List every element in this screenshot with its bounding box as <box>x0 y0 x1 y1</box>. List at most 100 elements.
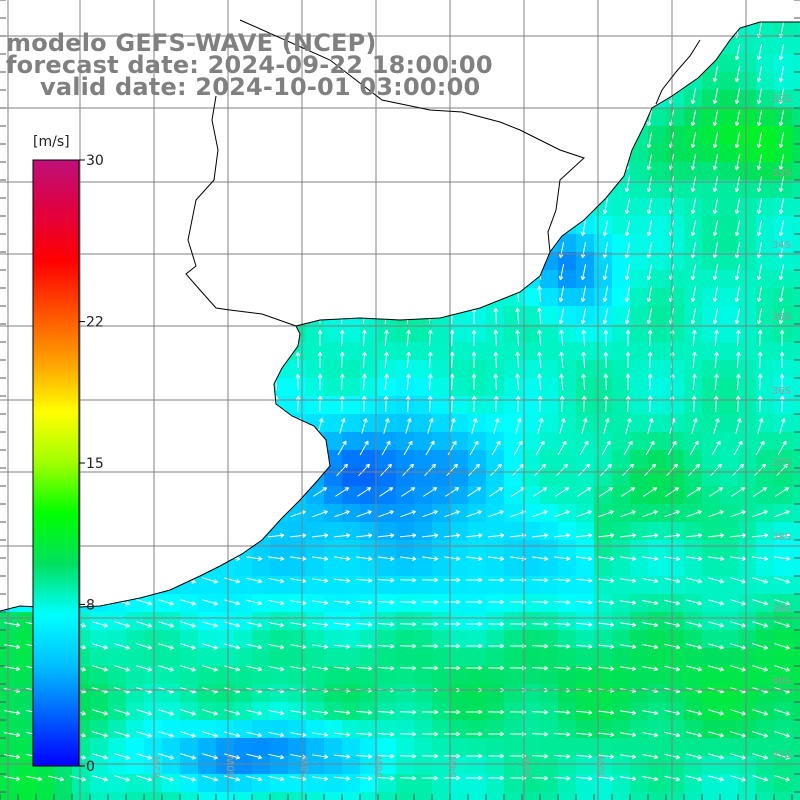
wind-arrow <box>400 556 417 561</box>
wind-arrow <box>691 395 697 413</box>
wind-cell <box>666 648 685 667</box>
wind-arrow <box>180 731 197 738</box>
wind-cell <box>666 378 685 397</box>
wind-arrow <box>641 533 659 538</box>
wind-arrow <box>114 709 131 716</box>
wind-arrow <box>708 643 725 650</box>
wind-cell <box>558 630 577 649</box>
wind-arrow <box>620 710 637 716</box>
wind-arrow <box>515 417 522 434</box>
wind-arrow <box>405 417 412 434</box>
wind-arrow <box>779 417 786 434</box>
wind-cell <box>360 450 379 469</box>
wind-cell <box>522 756 541 775</box>
wind-cell <box>414 558 433 577</box>
wind-arrow <box>465 577 483 583</box>
wind-cell <box>738 414 757 433</box>
wind-cell <box>504 612 523 631</box>
wind-cell <box>342 774 361 793</box>
wind-cell <box>432 630 451 649</box>
wind-arrow <box>558 242 565 259</box>
wind-cell <box>684 756 703 775</box>
wind-arrow <box>709 487 724 497</box>
wind-cell <box>144 702 163 721</box>
wind-cell <box>0 648 19 667</box>
wind-arrow <box>443 621 461 627</box>
wind-cell <box>630 306 649 325</box>
wind-cell <box>414 486 433 505</box>
colorbar-unit: [m/s] <box>33 134 70 150</box>
wind-arrow <box>620 732 637 738</box>
wind-cell <box>576 558 595 577</box>
wind-cell <box>108 612 127 631</box>
wind-cell <box>90 612 109 631</box>
wind-arrow <box>295 373 301 391</box>
wind-cell <box>540 630 559 649</box>
wind-cell <box>684 612 703 631</box>
wind-arrow <box>202 709 219 716</box>
wind-cell <box>684 432 703 451</box>
wind-cell <box>576 270 595 289</box>
wind-cell <box>432 648 451 667</box>
wind-cell <box>0 684 19 703</box>
wind-cell <box>630 360 649 379</box>
wind-arrow <box>555 487 570 497</box>
wind-cell <box>504 594 523 613</box>
wind-arrow <box>597 776 615 781</box>
wind-arrow <box>202 643 219 650</box>
wind-arrow <box>4 776 21 782</box>
wind-arrow <box>312 710 329 716</box>
wind-cell <box>378 666 397 685</box>
wind-arrow <box>355 732 373 737</box>
wind-arrow <box>575 533 593 538</box>
wind-cell <box>630 450 649 469</box>
wind-cell <box>558 774 577 793</box>
wind-cell <box>684 702 703 721</box>
wind-arrow <box>554 510 570 518</box>
wind-cell <box>252 792 271 800</box>
wind-cell <box>648 648 667 667</box>
wind-cell <box>648 126 667 145</box>
wind-cell <box>540 342 559 361</box>
wind-cell <box>468 450 487 469</box>
wind-arrow <box>690 176 697 193</box>
wind-arrow <box>624 286 631 303</box>
wind-cell <box>396 378 415 397</box>
wind-cell <box>666 594 685 613</box>
wind-cell <box>414 360 433 379</box>
wind-cell <box>738 324 757 343</box>
wind-cell <box>684 594 703 613</box>
wind-cell <box>576 738 595 757</box>
wind-cell <box>702 666 721 685</box>
wind-arrow <box>158 731 174 738</box>
wind-cell <box>594 720 613 739</box>
wind-cell <box>702 468 721 487</box>
wind-arrow <box>643 487 658 497</box>
wind-cell <box>450 378 469 397</box>
wind-cell <box>108 720 127 739</box>
wind-cell <box>666 540 685 559</box>
wind-cell <box>342 396 361 415</box>
wind-arrow <box>713 395 719 413</box>
wind-cell <box>738 216 757 235</box>
wind-cell <box>432 738 451 757</box>
wind-cell <box>720 234 739 253</box>
wind-cell <box>684 342 703 361</box>
wind-cell <box>612 288 631 307</box>
wind-cell <box>306 558 325 577</box>
wind-cell <box>270 738 289 757</box>
wind-cell <box>378 360 397 379</box>
wind-cell <box>720 198 739 217</box>
wind-arrow <box>224 709 241 716</box>
wind-arrow <box>399 775 417 781</box>
wind-cell <box>576 360 595 379</box>
wind-arrow <box>625 417 632 434</box>
wind-arrow <box>224 775 241 782</box>
wind-arrow <box>403 440 413 456</box>
wind-cell <box>738 522 757 541</box>
wind-arrow <box>575 600 593 605</box>
wind-arrow <box>774 510 790 518</box>
wind-cell <box>774 378 793 397</box>
wind-arrow <box>421 665 439 671</box>
